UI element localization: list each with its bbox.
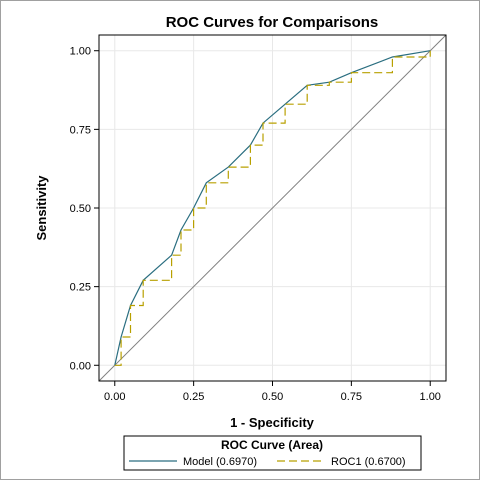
y-tick-label: 1.00 xyxy=(70,46,91,58)
y-tick-label: 0.00 xyxy=(70,360,91,372)
x-tick-label: 0.25 xyxy=(183,391,204,403)
reference-line xyxy=(98,34,447,382)
legend-label-roc1: ROC1 (0.6700) xyxy=(331,456,406,468)
legend: ROC Curve (Area) Model (0.6970) ROC1 (0.6… xyxy=(123,435,422,471)
legend-box xyxy=(123,435,422,471)
x-tick-label: 0.00 xyxy=(104,391,125,403)
legend-title: ROC Curve (Area) xyxy=(221,438,323,452)
legend-label-model: Model (0.6970) xyxy=(183,456,257,468)
legend-items: Model (0.6970) ROC1 (0.6700) xyxy=(129,456,406,468)
x-tick-label: 0.75 xyxy=(341,391,362,403)
series-layer xyxy=(114,50,431,366)
chart-title: ROC Curves for Comparisons xyxy=(166,14,379,31)
y-tick-label: 0.75 xyxy=(70,124,91,136)
x-tick-label: 1.00 xyxy=(420,391,441,403)
x-axis: 0.00 0.25 0.50 0.75 1.00 xyxy=(104,381,441,403)
series-line-roc1 xyxy=(114,50,431,366)
y-tick-label: 0.50 xyxy=(70,203,91,215)
x-tick-label: 0.50 xyxy=(262,391,283,403)
y-tick-label: 0.25 xyxy=(70,282,91,294)
reference-diagonal xyxy=(98,34,447,382)
x-axis-label: 1 - Specificity xyxy=(230,415,315,430)
series-line-model xyxy=(114,50,431,366)
y-axis: 0.00 0.25 0.50 0.75 1.00 xyxy=(70,46,99,372)
y-axis-label: Sensitivity xyxy=(34,175,49,241)
